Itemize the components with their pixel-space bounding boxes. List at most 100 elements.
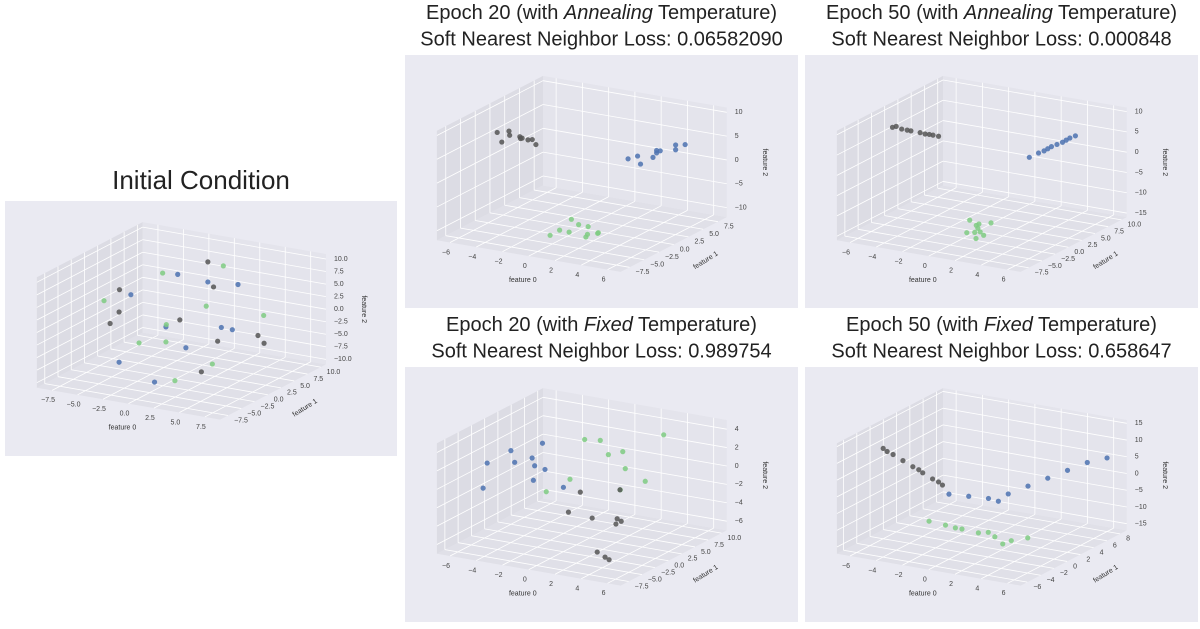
z-axis-label: feature 2: [761, 461, 768, 489]
title-emphasis: Fixed: [984, 314, 1034, 336]
y-tick-label: 0.0: [274, 397, 284, 404]
point: [506, 128, 512, 134]
y-tick-label: 5.0: [300, 383, 310, 390]
z-axis-label: feature 2: [761, 149, 768, 177]
point: [163, 321, 169, 328]
grid-line: [57, 376, 242, 409]
grid-line: [36, 239, 143, 296]
x-tick-label: −2: [495, 572, 503, 579]
grid-line: [436, 396, 544, 453]
point: [209, 361, 215, 367]
point: [557, 227, 563, 233]
grid-line: [142, 226, 327, 260]
chart-title: Initial Condition: [112, 165, 290, 195]
chart-title: Epoch 50 (with Fixed Temperature): [846, 314, 1157, 336]
grid-line: [445, 235, 630, 268]
grid-line: [876, 191, 983, 248]
grid-line: [942, 457, 1127, 491]
chart-subtitle: Soft Nearest Neighbor Loss: 0.06582090: [420, 28, 782, 50]
grid-line: [436, 415, 544, 472]
point: [261, 340, 267, 346]
grid-line: [843, 549, 1028, 583]
grid-line: [436, 470, 544, 527]
z-tick-label: −2: [735, 481, 743, 488]
y-tick-label: 7.5: [714, 542, 724, 549]
grid-line: [102, 343, 210, 400]
grid-line: [942, 181, 1127, 214]
grid-line: [942, 391, 1127, 424]
grid-line: [836, 391, 944, 448]
point: [946, 491, 952, 497]
z-axis-label: feature 2: [1161, 149, 1168, 177]
grid-line: [436, 488, 544, 545]
point: [1048, 144, 1055, 150]
grid-line: [475, 220, 660, 253]
grid-line: [942, 474, 1127, 508]
point: [163, 339, 169, 345]
x-tick-label: −7.5: [41, 397, 55, 404]
z-tick-label: 4: [735, 426, 739, 433]
grid-line: [936, 501, 1121, 535]
grid-line: [542, 127, 727, 161]
point: [1025, 483, 1031, 489]
y-tick-label: −2.5: [1061, 256, 1075, 263]
point: [605, 452, 611, 458]
point: [220, 263, 226, 269]
grid-line: [110, 348, 295, 382]
point: [920, 470, 926, 476]
subplot: −7.5−5.0−2.50.02.55.07.5−7.5−5.0−2.50.02…: [5, 165, 397, 456]
z-tick-label: 10: [1135, 437, 1143, 444]
grid-line: [542, 175, 727, 208]
point: [935, 479, 942, 485]
z-tick-label: −4: [735, 500, 743, 507]
grid-line: [542, 104, 727, 137]
x-tick-label: 0: [923, 263, 927, 270]
grid-line: [836, 458, 944, 514]
point: [985, 529, 991, 535]
chart-title: Epoch 20 (with Fixed Temperature): [446, 314, 757, 336]
point: [682, 141, 688, 148]
point: [512, 459, 518, 465]
grid-line: [607, 527, 714, 584]
point: [899, 126, 905, 132]
y-tick-label: 7.5: [1114, 229, 1124, 236]
y-tick-label: −7.5: [635, 583, 649, 590]
point: [1045, 475, 1051, 481]
grid-line: [836, 491, 944, 548]
z-tick-label: −5: [1135, 487, 1143, 494]
z-tick-label: −10: [1135, 190, 1147, 197]
grid-line: [142, 239, 327, 272]
grid-line: [504, 204, 689, 238]
grid-line: [97, 355, 282, 389]
grid-line: [142, 276, 327, 310]
point: [567, 476, 573, 482]
point: [939, 482, 946, 488]
z-tick-label: −6: [735, 518, 743, 525]
grid-line: [460, 227, 645, 261]
point: [642, 478, 648, 484]
z-tick-label: 2.5: [334, 293, 344, 300]
grid-line: [436, 175, 544, 232]
grid-line: [534, 189, 719, 223]
x-tick-label: −4: [468, 567, 476, 574]
z-tick-label: −10: [735, 204, 747, 211]
side-pane: [836, 388, 944, 554]
y-tick-label: −5.0: [1048, 263, 1062, 270]
point: [1072, 133, 1079, 139]
grid-line: [542, 415, 727, 448]
grid-line: [942, 424, 1127, 458]
point: [533, 141, 539, 148]
x-tick-label: −6: [842, 249, 850, 256]
point: [529, 455, 535, 461]
point: [972, 229, 978, 236]
point: [568, 216, 574, 222]
point: [177, 317, 183, 323]
z-tick-label: 0: [735, 157, 739, 164]
x-tick-label: −6: [442, 563, 450, 570]
z-tick-label: −2.5: [334, 319, 348, 326]
point: [602, 554, 608, 560]
point: [900, 458, 906, 464]
z-tick-label: 15: [1135, 420, 1143, 427]
point: [229, 327, 235, 333]
